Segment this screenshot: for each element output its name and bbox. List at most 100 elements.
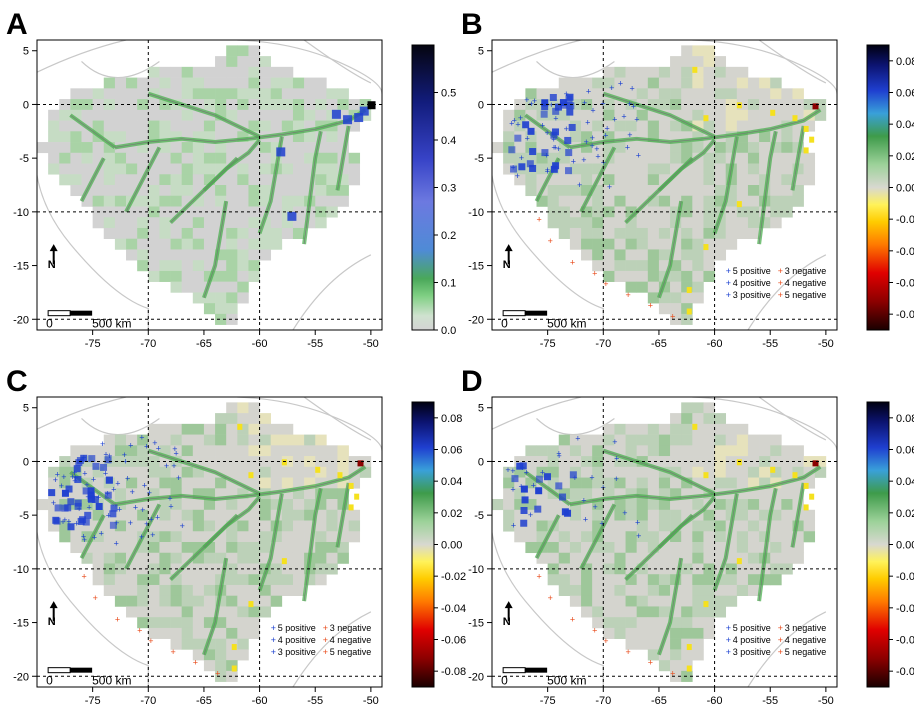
positive-marker: +: [551, 135, 556, 145]
grid-cell: [581, 531, 593, 543]
grid-cell: [215, 281, 227, 293]
grid-cell: [103, 434, 116, 446]
grid-cell: [59, 109, 71, 121]
grid-cell: [658, 152, 671, 164]
grid-cell: [137, 109, 149, 121]
grid-cell: [170, 281, 182, 293]
grid-cell: [70, 109, 82, 121]
grid-cell: [781, 520, 793, 532]
positive-marker: +: [556, 449, 561, 459]
grid-cell: [192, 563, 205, 575]
grid-cell: [759, 488, 771, 500]
grid-cell: [315, 520, 327, 532]
grid-cell: [770, 531, 782, 543]
grid-cell: [237, 238, 249, 250]
grid-cell: [592, 185, 604, 197]
negative-cell: [792, 472, 798, 479]
grid-cell: [781, 109, 793, 121]
grid-cell: [215, 649, 227, 661]
positive-marker: +: [103, 469, 108, 479]
grid-cell: [558, 174, 571, 186]
grid-cell: [237, 249, 249, 261]
grid-cell: [170, 574, 182, 586]
grid-cell: [137, 131, 149, 143]
grid-cell: [259, 109, 272, 121]
grid-cell: [215, 563, 227, 575]
grid-cell: [304, 477, 316, 489]
positive-cell: [100, 463, 108, 471]
grid-cell: [703, 260, 715, 272]
positive-marker: +: [72, 476, 77, 486]
grid-cell: [215, 142, 227, 154]
grid-cell: [203, 238, 216, 250]
grid-cell: [592, 238, 604, 250]
grid-cell: [658, 227, 671, 240]
positive-marker: +: [152, 438, 157, 448]
grid-cell: [148, 531, 160, 543]
grid-cell: [137, 456, 149, 468]
grid-cell: [770, 77, 782, 89]
grid-cell: [625, 152, 637, 164]
grid-cell: [636, 217, 649, 229]
grid-cell: [703, 185, 715, 197]
grid-cell: [658, 509, 671, 521]
grid-cell: [192, 488, 205, 500]
positive-marker: +: [525, 133, 530, 143]
grid-cell: [281, 227, 294, 240]
grid-cell: [625, 163, 637, 175]
grid-cell: [603, 174, 615, 186]
extreme-negative-cell: [812, 103, 819, 110]
y-tick-label: 0: [23, 456, 29, 468]
grid-cell: [337, 185, 349, 197]
hotspot-cell: [359, 106, 369, 116]
grid-cell: [736, 563, 749, 575]
grid-cell: [137, 563, 149, 575]
x-tick-label: -55: [762, 695, 778, 707]
grid-cell: [226, 509, 238, 521]
grid-cell: [237, 445, 249, 457]
grid-cell: [103, 574, 116, 586]
grid-cell: [725, 434, 738, 446]
grid-cell: [725, 531, 738, 543]
grid-cell: [703, 509, 715, 521]
grid-cell: [203, 120, 216, 132]
grid-cell: [703, 249, 715, 261]
positive-marker: +: [122, 450, 127, 460]
positive-marker: +: [583, 514, 588, 524]
grid-cell: [759, 120, 771, 132]
grid-cell: [215, 488, 227, 500]
positive-cell: [520, 485, 528, 493]
grid-cell: [181, 217, 194, 229]
grid-cell: [592, 445, 604, 457]
grid-cell: [536, 466, 548, 478]
grid-cell: [137, 163, 149, 175]
grid-cell: [59, 174, 71, 186]
grid-cell: [114, 109, 127, 121]
grid-cell: [814, 456, 827, 468]
grid-cell: [614, 423, 626, 435]
grid-cell: [670, 670, 682, 682]
grid-cell: [536, 520, 548, 532]
grid-cell: [259, 520, 272, 532]
grid-cell: [747, 477, 760, 489]
grid-cell: [692, 466, 704, 478]
positive-marker: +: [564, 89, 569, 99]
grid-cell: [203, 131, 216, 143]
grid-cell: [326, 174, 338, 186]
grid-cell: [237, 66, 249, 78]
positive-cell: [541, 149, 549, 157]
grid-cell: [203, 303, 216, 315]
grid-cell: [681, 466, 693, 478]
grid-cell: [781, 445, 793, 457]
grid-cell: [315, 77, 327, 89]
grid-cell: [215, 670, 227, 682]
grid-cell: [781, 552, 793, 564]
negative-marker: +: [137, 625, 142, 635]
grid-cell: [126, 131, 138, 143]
grid-cell: [647, 249, 660, 261]
grid-cell: [536, 552, 548, 564]
grid-cell: [647, 206, 660, 218]
x-tick-label: -75: [85, 338, 101, 350]
grid-cell: [181, 445, 194, 457]
grid-cell: [714, 531, 727, 543]
